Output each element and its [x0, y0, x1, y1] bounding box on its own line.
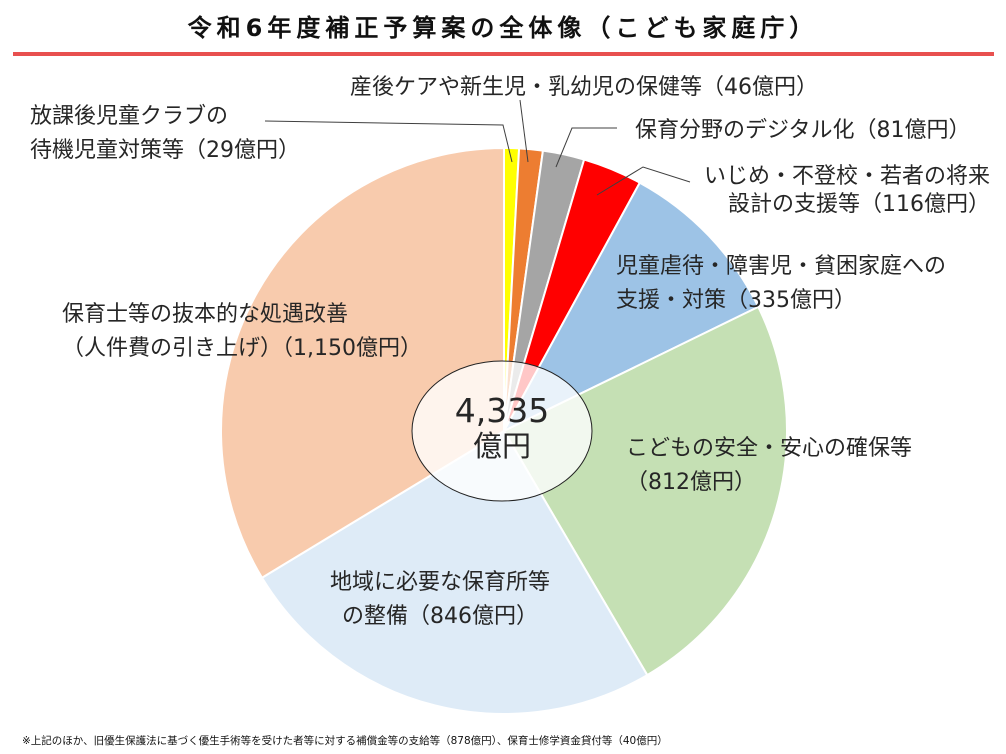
label-abuse: 児童虐待・障害児・貧困家庭への 支援・対策（335億円） [616, 254, 947, 313]
center-overlay [411, 360, 593, 502]
total-unit: 億円 [472, 429, 531, 463]
title-divider [13, 52, 994, 56]
label-afterschool: 放課後児童クラブの 待機児童対策等（29億円） [30, 104, 300, 163]
total-amount: 4,335 [454, 391, 550, 430]
leader-lines [264, 99, 691, 196]
page-title: 令和6年度補正予算案の全体像（こども家庭庁） [187, 14, 819, 42]
pie-slices [220, 146, 788, 715]
leader-line-afterschool [264, 120, 513, 163]
leader-line-digital [555, 127, 617, 168]
label-safety: こどもの安全・安心の確保等 （812億円） [626, 436, 913, 495]
leader-line-postnatal [519, 99, 529, 163]
label-nursery: 地域に必要な保育所等 の整備（846億円） [329, 570, 550, 629]
pie-slice [501, 181, 760, 434]
label-digital: 保育分野のデジタル化（81億円） [635, 118, 971, 143]
leader-line-bullying [596, 166, 691, 196]
pie-slice [260, 429, 649, 715]
label-postnatal: 産後ケアや新生児・乳幼児の保健等（46億円） [350, 75, 818, 100]
footnote: ※上記のほか、旧優生保護法に基づく優生手術等を受けた者等に対する補償金等の支給等… [22, 735, 668, 747]
label-bullying: いじめ・不登校・若者の将来 設計の支援等（116億円） [703, 164, 990, 217]
label-childcare-staff: 保育士等の抜本的な処遇改善 （人件費の引き上げ）（1,150億円） [62, 302, 422, 361]
